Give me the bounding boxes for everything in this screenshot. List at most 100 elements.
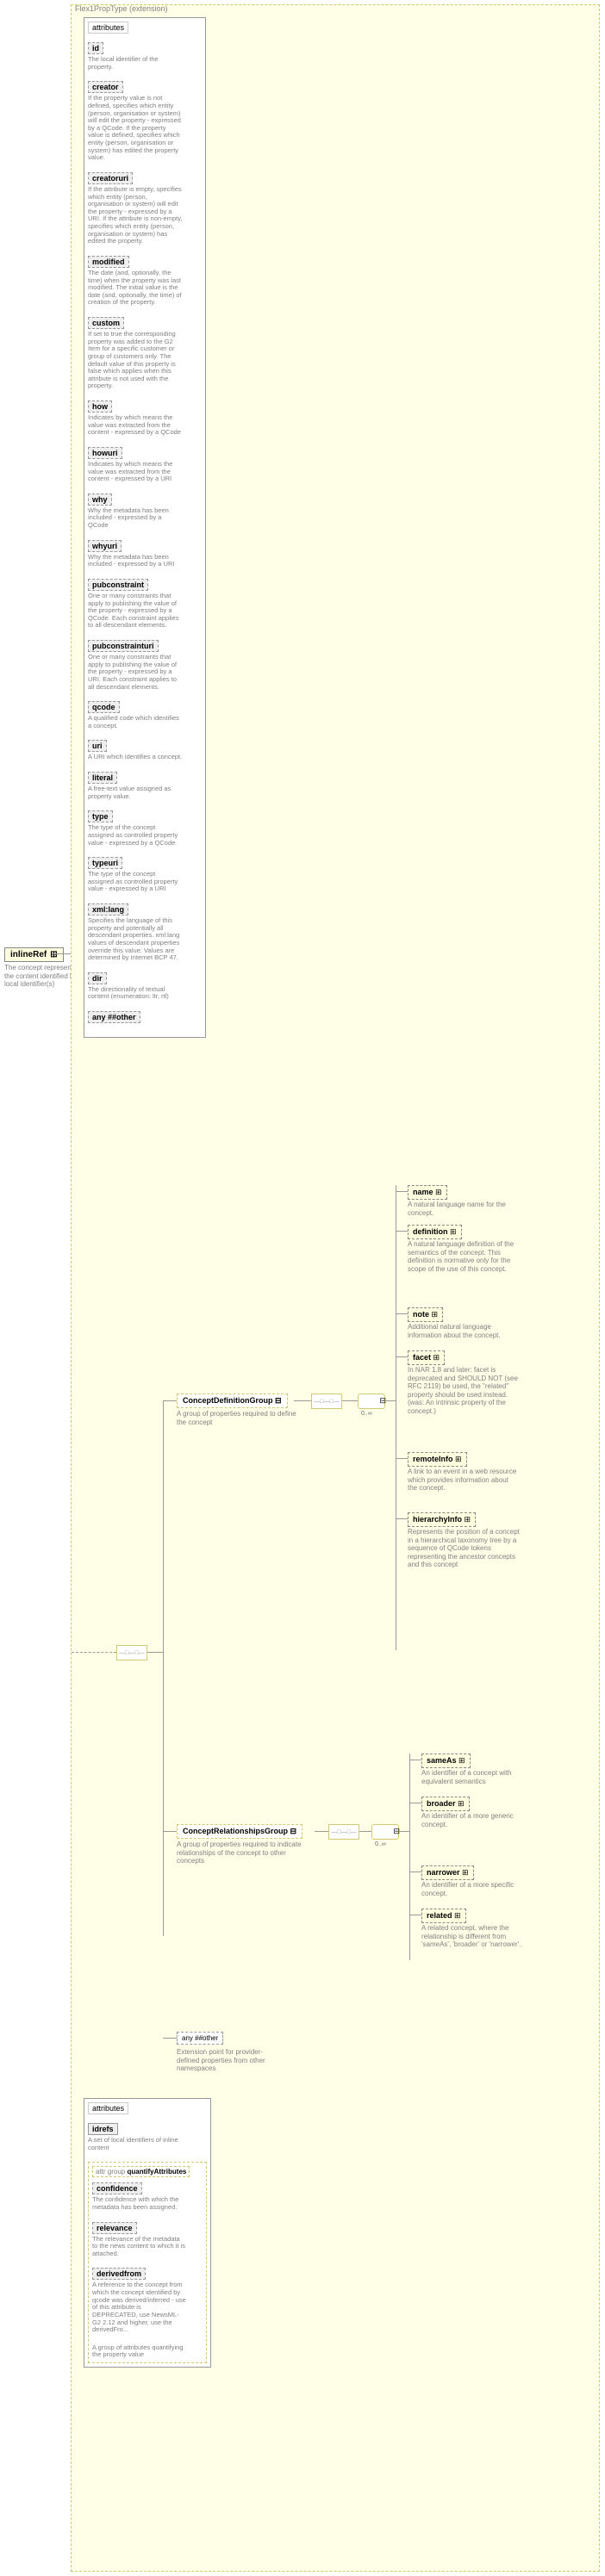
attrs2-header: attributes — [88, 2102, 128, 2114]
elem-definition: definition — [408, 1225, 462, 1239]
attr-desc-derivedfrom: A reference to the concept from which th… — [92, 2281, 187, 2333]
attr-desc-typeuri: The type of the concept assigned as cont… — [88, 871, 183, 893]
attr-confidence: confidence The confidence with which the… — [92, 2182, 203, 2211]
attrs2-idrefs: idrefs A set of local identifiers of inl… — [88, 2123, 207, 2151]
attr-desc-xml:lang: Specifies the language of this property … — [88, 917, 183, 962]
attr-name-dir: dir — [88, 972, 107, 984]
attr-derivedfrom: derivedfrom A reference to the concept f… — [92, 2268, 203, 2333]
conn-g1-child-0 — [396, 1191, 408, 1192]
attr-qcode: qcode A qualified code which identifies … — [88, 701, 202, 729]
attr-uri: uri A URI which identifies a concept. — [88, 740, 202, 761]
elem-desc-facet: In NAR 1.8 and later: facet is deprecate… — [408, 1366, 520, 1416]
conn-g2-child-2 — [409, 1871, 421, 1872]
conn-g2-seq-h — [315, 1831, 328, 1832]
attr-desc-whyuri: Why the metadata has been included - exp… — [88, 554, 183, 568]
attr-desc-qcode: A qualified code which identifies a conc… — [88, 715, 183, 729]
elem-desc-note: Additional natural language information … — [408, 1323, 520, 1339]
group2-multi: 0..∞ — [375, 1841, 386, 1847]
attr-name-id: id — [88, 42, 103, 54]
conn-g1-child-2 — [396, 1313, 408, 1314]
elem-remoteInfo: remoteInfo — [408, 1452, 467, 1467]
group1-container — [177, 1168, 590, 1728]
attr-name-pubconstraint: pubconstraint — [88, 579, 148, 591]
attr-desc-literal: A free-text value assigned as property v… — [88, 785, 183, 800]
idrefs-desc: A set of local identifiers of inline con… — [88, 2137, 183, 2151]
attr-desc-relevance: The relevance of the metadata to the new… — [92, 2236, 187, 2258]
conn-g1-child-1 — [396, 1231, 408, 1232]
conn-g1-child-5 — [396, 1518, 408, 1519]
attr-name-confidence: confidence — [92, 2182, 142, 2194]
group1-seq: —□—□— — [311, 1394, 342, 1409]
quantify-desc: A group of attributes quantifying the pr… — [92, 2344, 187, 2359]
group1-desc: A group of properties required to define… — [177, 1410, 297, 1426]
attr-name-howuri: howuri — [88, 447, 122, 459]
conn-g1-choice-h — [342, 1400, 358, 1401]
attr-modified: modified The date (and, optionally, the … — [88, 256, 202, 307]
attr-whyuri: whyuri Why the metadata has been include… — [88, 540, 202, 568]
attr-xml:lang: xml:lang Specifies the language of this … — [88, 903, 202, 962]
attrs1-container: attributes id The local identifier of th… — [84, 17, 206, 1038]
elem-desc-narrower: An identifier of a more specific concept… — [421, 1881, 533, 1897]
attr-dir: dir The directionality of textual conten… — [88, 972, 202, 1001]
quantify-group: attr group quantifyAttributes confidence… — [88, 2162, 207, 2363]
attr-name-uri: uri — [88, 740, 107, 752]
attr-name-pubconstrainturi: pubconstrainturi — [88, 640, 159, 652]
group2-seq: —□—□— — [328, 1824, 359, 1840]
attr-name-creatoruri: creatoruri — [88, 172, 133, 184]
attr-name-typeuri: typeuri — [88, 857, 122, 869]
conn-g1-h — [163, 1400, 177, 1401]
elem-note: note — [408, 1307, 443, 1322]
attr-pubconstraint: pubconstraint One or many constraints th… — [88, 579, 202, 630]
conn-g2-kids-v — [409, 1754, 410, 1960]
attr-literal: literal A free-text value assigned as pr… — [88, 772, 202, 800]
attr-desc-type: The type of the concept assigned as cont… — [88, 824, 183, 847]
attr-desc-custom: If set to true the corresponding propert… — [88, 331, 183, 390]
seq-main: —□—□— — [116, 1645, 147, 1660]
elem-desc-remoteInfo: A link to an event in a web resource whi… — [408, 1468, 520, 1493]
elem-hierarchyInfo: hierarchyInfo — [408, 1512, 476, 1527]
conn-seq-out — [147, 1652, 163, 1653]
group1-multi: 0..∞ — [361, 1411, 372, 1417]
attr-name-how: how — [88, 400, 112, 413]
elem-broader: broader — [421, 1797, 470, 1811]
attr-name-relevance: relevance — [92, 2222, 137, 2234]
attr-name-creator: creator — [88, 81, 123, 93]
attrs2-container: attributes idrefs A set of local identif… — [84, 2098, 211, 2368]
attr-name-why: why — [88, 493, 112, 506]
attr-desc-creatoruri: If the attribute is empty, specifies whi… — [88, 186, 183, 245]
attr-name-custom: custom — [88, 317, 124, 329]
conn-g1-c-out — [385, 1400, 396, 1401]
conn-g2-choice-h — [359, 1831, 371, 1832]
conn-g2-c-out — [399, 1831, 409, 1832]
extension-container: Flex1PropType (extension) attributes id … — [71, 4, 600, 2572]
attr-name-xml:lang: xml:lang — [88, 903, 128, 916]
attr-name-literal: literal — [88, 772, 117, 784]
elem-desc-definition: A natural language definition of the sem… — [408, 1240, 520, 1273]
attr-desc-howuri: Indicates by which means the value was e… — [88, 461, 183, 483]
conn-g1-child-4 — [396, 1458, 408, 1459]
attr-desc-confidence: The confidence with which the metadata h… — [92, 2196, 187, 2211]
elem-desc-sameAs: An identifier of a concept with equivale… — [421, 1769, 533, 1785]
any-ext-desc: Extension point for provider-defined pro… — [177, 2048, 280, 2073]
attr-why: why Why the metadata has been included -… — [88, 493, 202, 530]
attr-desc-modified: The date (and, optionally, the time) whe… — [88, 270, 183, 307]
attr-relevance: relevance The relevance of the metadata … — [92, 2222, 203, 2258]
elem-sameAs: sameAs — [421, 1754, 471, 1768]
attr-desc-why: Why the metadata has been included - exp… — [88, 507, 183, 530]
elem-desc-related: A related concept, where the relationshi… — [421, 1924, 533, 1949]
attr-desc-uri: A URI which identifies a concept. — [88, 754, 183, 761]
attr-pubconstrainturi: pubconstrainturi One or many constraints… — [88, 640, 202, 691]
attr-desc-how: Indicates by which means the value was e… — [88, 414, 183, 437]
group2-desc: A group of properties required to indica… — [177, 1840, 306, 1865]
group2-label: ConceptRelationshipsGroup — [177, 1824, 302, 1839]
group2-wrap: ConceptRelationshipsGroup A group of pro… — [177, 1824, 306, 1865]
attr-name-modified: modified — [88, 256, 129, 268]
elem-facet: facet — [408, 1350, 445, 1365]
any-ext-box: any ##other — [177, 2032, 223, 2045]
group1-label: ConceptDefinitionGroup — [177, 1394, 288, 1408]
elem-related: related — [421, 1909, 466, 1923]
attr-name-type: type — [88, 810, 113, 822]
conn-any-h — [163, 2038, 177, 2039]
conn-g1-seq-h — [294, 1400, 311, 1401]
elem-desc-hierarchyInfo: Represents the position of a concept in … — [408, 1528, 520, 1569]
